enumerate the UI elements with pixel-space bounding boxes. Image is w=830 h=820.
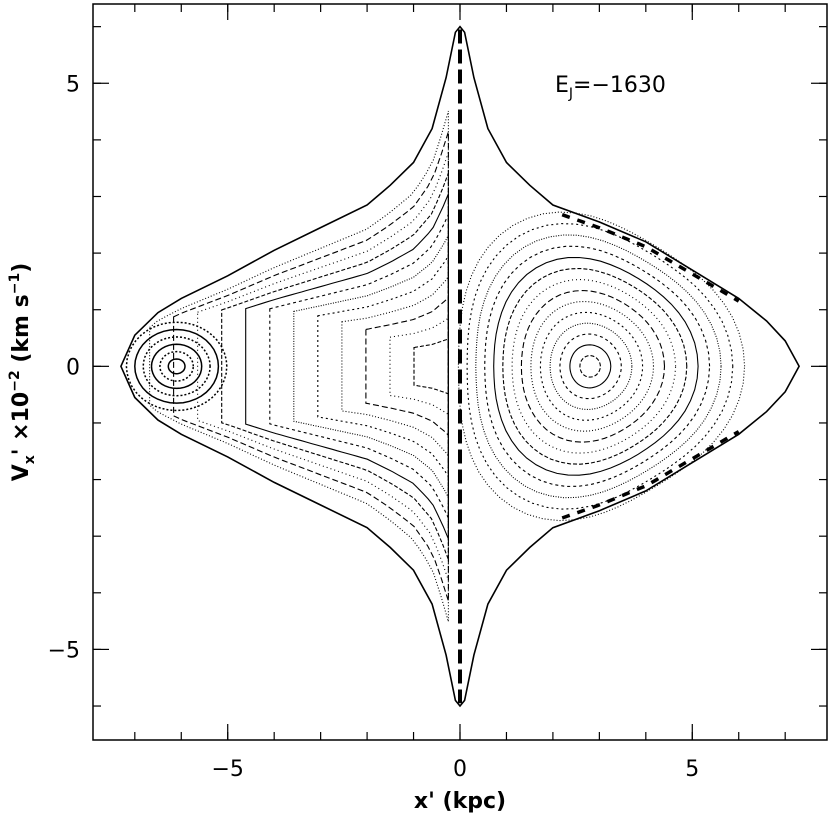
left-lobe-orbit — [413, 337, 449, 395]
x-tick-label: −5 — [212, 757, 244, 782]
left-lobe-orbit — [365, 295, 449, 437]
y-tick-label: 5 — [66, 72, 80, 97]
surface-of-section-orbits — [120, 25, 801, 708]
left-lobe-orbit — [341, 274, 449, 458]
left-island-orbit — [150, 343, 203, 390]
x-tick-label: 0 — [453, 757, 467, 782]
right-island-orbit — [520, 289, 666, 443]
right-island-orbit — [579, 355, 601, 378]
right-island-orbit — [457, 211, 746, 522]
y-tick-label: 0 — [66, 355, 80, 380]
x-tick-label: 5 — [685, 757, 699, 782]
left-lobe-orbit — [317, 253, 449, 479]
left-lobe-orbit — [269, 214, 449, 519]
right-island-orbit — [484, 245, 711, 487]
y-axis-label: Vx' ×10−2 (km s−1) — [7, 263, 38, 482]
axis-ticks — [93, 4, 827, 740]
y-tick-label: −5 — [48, 638, 80, 663]
left-lobe-orbit — [173, 131, 449, 602]
left-lobe-orbit — [389, 316, 449, 416]
x-axis-label: x' (kpc) — [414, 789, 506, 814]
right-island-orbit — [511, 278, 677, 454]
jacobi-energy-label: EJ=−1630 — [555, 73, 666, 102]
left-lobe-orbit — [221, 172, 449, 560]
chaotic-band-lower — [561, 430, 740, 520]
chaotic-band-upper — [561, 213, 740, 303]
right-island-orbit — [569, 344, 612, 389]
right-island-orbit — [493, 256, 699, 476]
left-island-orbit — [159, 350, 195, 382]
left-lobe-orbit — [293, 234, 449, 498]
right-island-orbit — [539, 311, 644, 421]
right-island-orbit — [530, 300, 655, 432]
left-island-orbit — [167, 358, 186, 375]
left-lobe-orbit — [245, 193, 449, 540]
left-island-orbit — [125, 321, 228, 412]
tick-labels: −5 0 5 −5 0 5 — [48, 72, 700, 782]
right-island-orbit — [466, 223, 734, 510]
right-island-orbit — [559, 333, 622, 400]
zero-velocity-curve — [120, 25, 801, 708]
left-island-orbit — [134, 328, 220, 404]
left-island-orbit — [142, 336, 211, 397]
